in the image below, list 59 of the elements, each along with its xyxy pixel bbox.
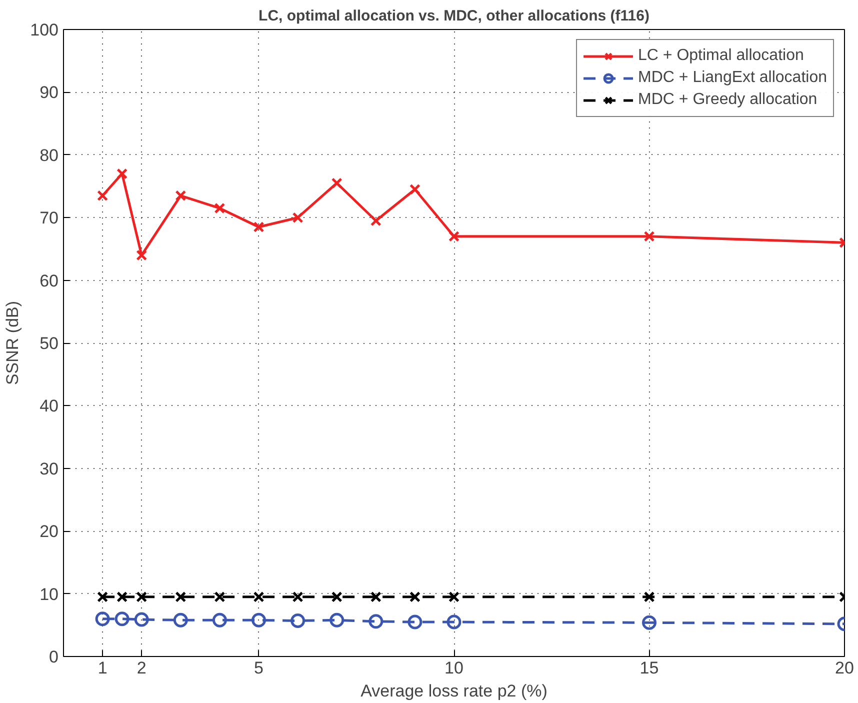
point: [330, 612, 344, 628]
y-tick-label: 70: [40, 208, 59, 228]
point: [214, 202, 226, 214]
legend-label: MDC + Greedy allocation: [638, 91, 818, 109]
point: [134, 612, 149, 627]
point: [175, 190, 186, 202]
point: [136, 250, 148, 261]
y-axis-title: SSNR (dB): [3, 300, 22, 386]
point: [253, 222, 264, 232]
point: [252, 612, 266, 628]
point: [644, 230, 655, 242]
point: [253, 591, 264, 602]
x-tick-label: 10: [444, 658, 464, 678]
point: [408, 614, 422, 630]
point: [446, 614, 462, 630]
y-tick-label: 60: [40, 271, 59, 290]
x-axis-title: Average loss rate p2 (%): [360, 682, 548, 700]
x-tick-label: 20: [835, 658, 854, 678]
y-tick-label: 20: [40, 522, 59, 542]
point: [448, 230, 460, 242]
x-tick-label: 2: [136, 658, 146, 678]
point: [212, 612, 227, 628]
y-tick-label: 30: [40, 459, 59, 478]
point: [175, 591, 186, 602]
point: [331, 591, 342, 602]
point: [173, 612, 188, 628]
x-tick-label: 1: [98, 658, 108, 678]
y-tick-label: 10: [40, 584, 59, 604]
point: [97, 591, 108, 602]
point: [292, 591, 304, 602]
point: [331, 178, 342, 189]
point: [448, 591, 460, 602]
point: [116, 591, 128, 602]
legend-label: MDC + LiangExt allocation: [638, 69, 827, 87]
y-tick-label: 80: [40, 146, 59, 165]
chart-title: LC, optimal allocation vs. MDC, other allocations (f116): [258, 8, 650, 24]
x-tick-label: 15: [640, 658, 659, 678]
y-tick-label: 100: [30, 20, 59, 40]
point: [368, 614, 384, 629]
point: [290, 614, 306, 628]
point: [95, 612, 110, 626]
point: [97, 190, 108, 202]
point: [370, 591, 382, 602]
point: [409, 591, 420, 602]
y-tick-label: 40: [40, 396, 59, 416]
point: [292, 212, 304, 224]
x-tick-label: 5: [254, 658, 264, 678]
point: [214, 591, 226, 602]
point: [409, 184, 420, 195]
point: [370, 215, 382, 226]
point: [136, 591, 148, 602]
legend-label: LC + Optimal allocation: [638, 47, 804, 65]
y-tick-label: 90: [40, 83, 59, 102]
point: [114, 612, 130, 626]
y-tick-label: 50: [40, 334, 59, 353]
point: [644, 591, 655, 602]
y-tick-label: 0: [49, 648, 59, 666]
point: [642, 615, 656, 630]
point: [116, 168, 128, 180]
